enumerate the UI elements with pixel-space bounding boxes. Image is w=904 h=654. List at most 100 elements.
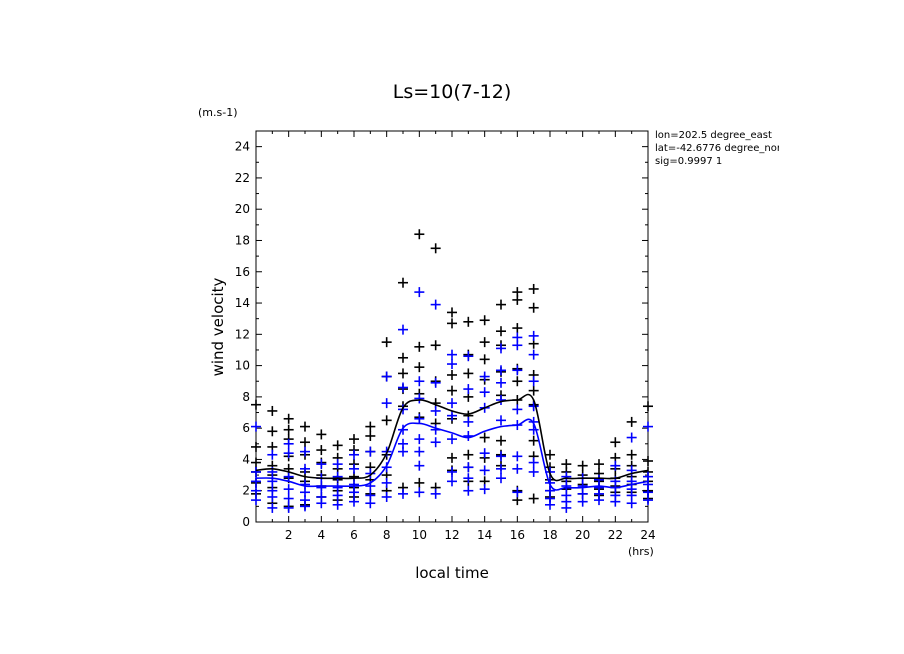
blue-plus-marker (251, 421, 261, 432)
black-plus-marker (496, 326, 506, 337)
blue-plus-marker (463, 485, 474, 496)
blue-plus-marker (398, 382, 408, 393)
x-tick-label: 12 (444, 528, 459, 542)
black-plus-marker (463, 316, 474, 327)
black-plus-marker (447, 452, 457, 463)
blue-plus-marker (479, 448, 490, 459)
black-plus-marker (528, 302, 539, 313)
blue-plus-marker (528, 457, 539, 468)
x-tick-label: 22 (608, 528, 623, 542)
blue-plus-marker (528, 424, 539, 435)
blue-plus-marker (643, 495, 653, 506)
blue-plus-marker (496, 473, 506, 484)
blue-plus-marker (414, 487, 425, 498)
black-plus-marker (479, 315, 490, 326)
blue-plus-marker (283, 493, 294, 504)
y-tick-label: 0 (242, 515, 250, 529)
info-line: lon=202.5 degree_east (655, 130, 772, 141)
black-plus-marker (610, 437, 621, 448)
blue-plus-marker (463, 462, 474, 473)
blue-plus-marker (365, 498, 376, 509)
blue-plus-marker (251, 485, 261, 496)
blue-plus-marker (610, 496, 621, 507)
black-plus-marker (398, 368, 408, 379)
blue-plus-marker (267, 491, 278, 502)
blue-plus-marker (365, 468, 376, 479)
blue-plus-marker (463, 416, 474, 427)
x-tick-label: 14 (477, 528, 492, 542)
blue-plus-marker (528, 401, 539, 412)
y-tick-label: 20 (235, 202, 250, 216)
y-tick-label: 14 (235, 296, 250, 310)
blue-plus-marker (496, 451, 506, 462)
x-tick-label: 16 (510, 528, 525, 542)
blue-plus-marker (496, 377, 506, 388)
y-tick-label: 24 (235, 140, 250, 154)
black-plus-marker (251, 457, 261, 468)
black-plus-marker (545, 449, 555, 460)
black-plus-marker (414, 341, 425, 352)
black-plus-marker (430, 243, 441, 254)
black-plus-marker (414, 477, 425, 488)
blue-plus-marker (316, 459, 327, 470)
data-marks (251, 229, 653, 513)
black-plus-marker (528, 385, 539, 396)
info-clip-mask (779, 124, 904, 174)
blue-plus-marker (496, 463, 506, 474)
blue-plus-marker (512, 487, 523, 498)
blue-plus-marker (430, 405, 441, 416)
black-plus-marker (251, 399, 261, 410)
blue-plus-marker (561, 471, 572, 482)
blue-plus-marker (430, 377, 441, 388)
blue-plus-marker (561, 502, 572, 513)
y-tick-label: 10 (235, 359, 250, 373)
y-tick-label: 12 (235, 327, 250, 341)
blue-plus-marker (447, 466, 457, 477)
blue-plus-marker (332, 490, 343, 501)
x-tick-label: 8 (383, 528, 391, 542)
blue-plus-marker (528, 330, 539, 341)
black-plus-marker (267, 426, 278, 437)
blue-plus-marker (447, 410, 457, 421)
blue-mean-line (255, 418, 649, 491)
black-plus-marker (365, 421, 376, 432)
black-plus-marker (496, 299, 506, 310)
blue-plus-marker (512, 340, 523, 351)
info-annotations: lon=202.5 degree_east lat=-42.6776 degree… (655, 130, 791, 167)
black-plus-marker (251, 441, 261, 452)
blue-plus-marker (251, 466, 261, 477)
blue-plus-marker (463, 384, 474, 395)
black-plus-marker (577, 460, 588, 471)
blue-plus-marker (594, 495, 604, 506)
blue-plus-marker (561, 481, 572, 492)
black-plus-marker (463, 449, 474, 460)
blue-plus-marker (512, 365, 523, 376)
blue-plus-marker (626, 498, 637, 509)
info-line: lat=-42.6776 degree_north (655, 143, 791, 154)
black-plus-marker (447, 369, 457, 380)
black-plus-marker (643, 456, 653, 467)
blue-plus-marker (414, 287, 425, 298)
blue-plus-marker (447, 434, 457, 445)
black-plus-marker (528, 493, 539, 504)
black-plus-marker (300, 437, 310, 448)
blue-plus-marker (479, 371, 490, 382)
y-tick-label: 2 (242, 484, 250, 498)
y-tick-label: 16 (235, 265, 250, 279)
chart-title: Ls=10(7-12) (393, 81, 512, 103)
blue-plus-marker (300, 501, 310, 512)
blue-plus-marker (463, 430, 474, 441)
y-axis-label: wind velocity (209, 277, 227, 376)
x-tick-label: 24 (640, 528, 655, 542)
blue-plus-marker (528, 466, 539, 477)
black-plus-marker (414, 229, 425, 240)
black-plus-marker (626, 449, 637, 460)
black-plus-marker (479, 354, 490, 365)
blue-plus-marker (381, 462, 392, 473)
blue-plus-marker (643, 421, 653, 432)
black-plus-marker (332, 440, 343, 451)
blue-plus-marker (463, 351, 474, 362)
x-tick-label: 4 (318, 528, 326, 542)
blue-plus-marker (610, 460, 621, 471)
